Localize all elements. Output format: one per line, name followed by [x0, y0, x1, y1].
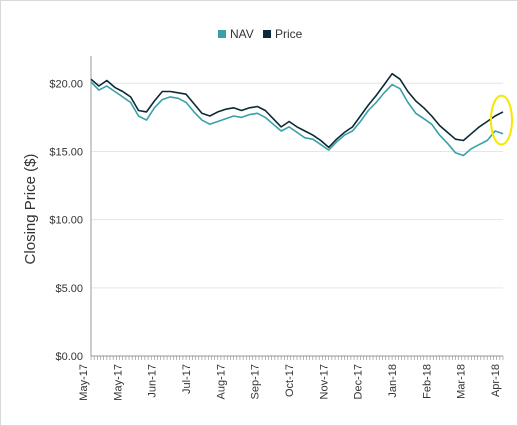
y-tick-label: $15.00: [49, 146, 83, 158]
series-line-nav: [90, 81, 504, 157]
y-tick-label: $10.00: [49, 215, 83, 227]
x-tick-label: Jun-17: [147, 364, 159, 398]
x-tick-label: Jul-17: [181, 364, 193, 394]
x-tick-label: Oct-17: [284, 364, 296, 397]
x-tick-label: Mar-18: [456, 364, 468, 399]
highlight-ellipse: [489, 94, 514, 146]
legend-swatch-nav: [218, 30, 226, 38]
legend-label-nav: NAV: [230, 27, 254, 41]
y-tick-label: $5.00: [55, 283, 83, 295]
gridlines: [91, 82, 503, 357]
x-tick-label: Nov-17: [318, 364, 330, 399]
legend: NAV Price: [218, 27, 303, 41]
x-tick-label: Apr-18: [490, 364, 502, 397]
x-tick-label: Feb-18: [421, 364, 433, 399]
y-axis-ticks: $0.00 $5.00 $10.00 $15.00 $20.00: [49, 56, 92, 363]
x-tick-label: Dec-17: [353, 364, 365, 399]
series-line-price: [90, 72, 504, 149]
x-tick-label: Aug-17: [215, 364, 227, 399]
x-tick-label: May-17: [112, 364, 124, 401]
legend-label-price: Price: [275, 27, 303, 41]
legend-swatch-price: [263, 30, 271, 38]
series-lines: [90, 72, 504, 157]
y-tick-label: $0.00: [55, 351, 83, 363]
x-tick-label: Sep-17: [250, 364, 262, 399]
annotations: [489, 94, 514, 146]
x-tick-label: May-17: [78, 364, 90, 401]
x-tick-label: Jan-18: [387, 364, 399, 398]
y-tick-label: $20.00: [49, 78, 83, 90]
x-axis: May-17 May-17 Jun-17 Jul-17 Aug-17 Sep-17 Oct-…: [78, 355, 504, 401]
y-axis-title: Closing Price ($): [22, 154, 39, 265]
